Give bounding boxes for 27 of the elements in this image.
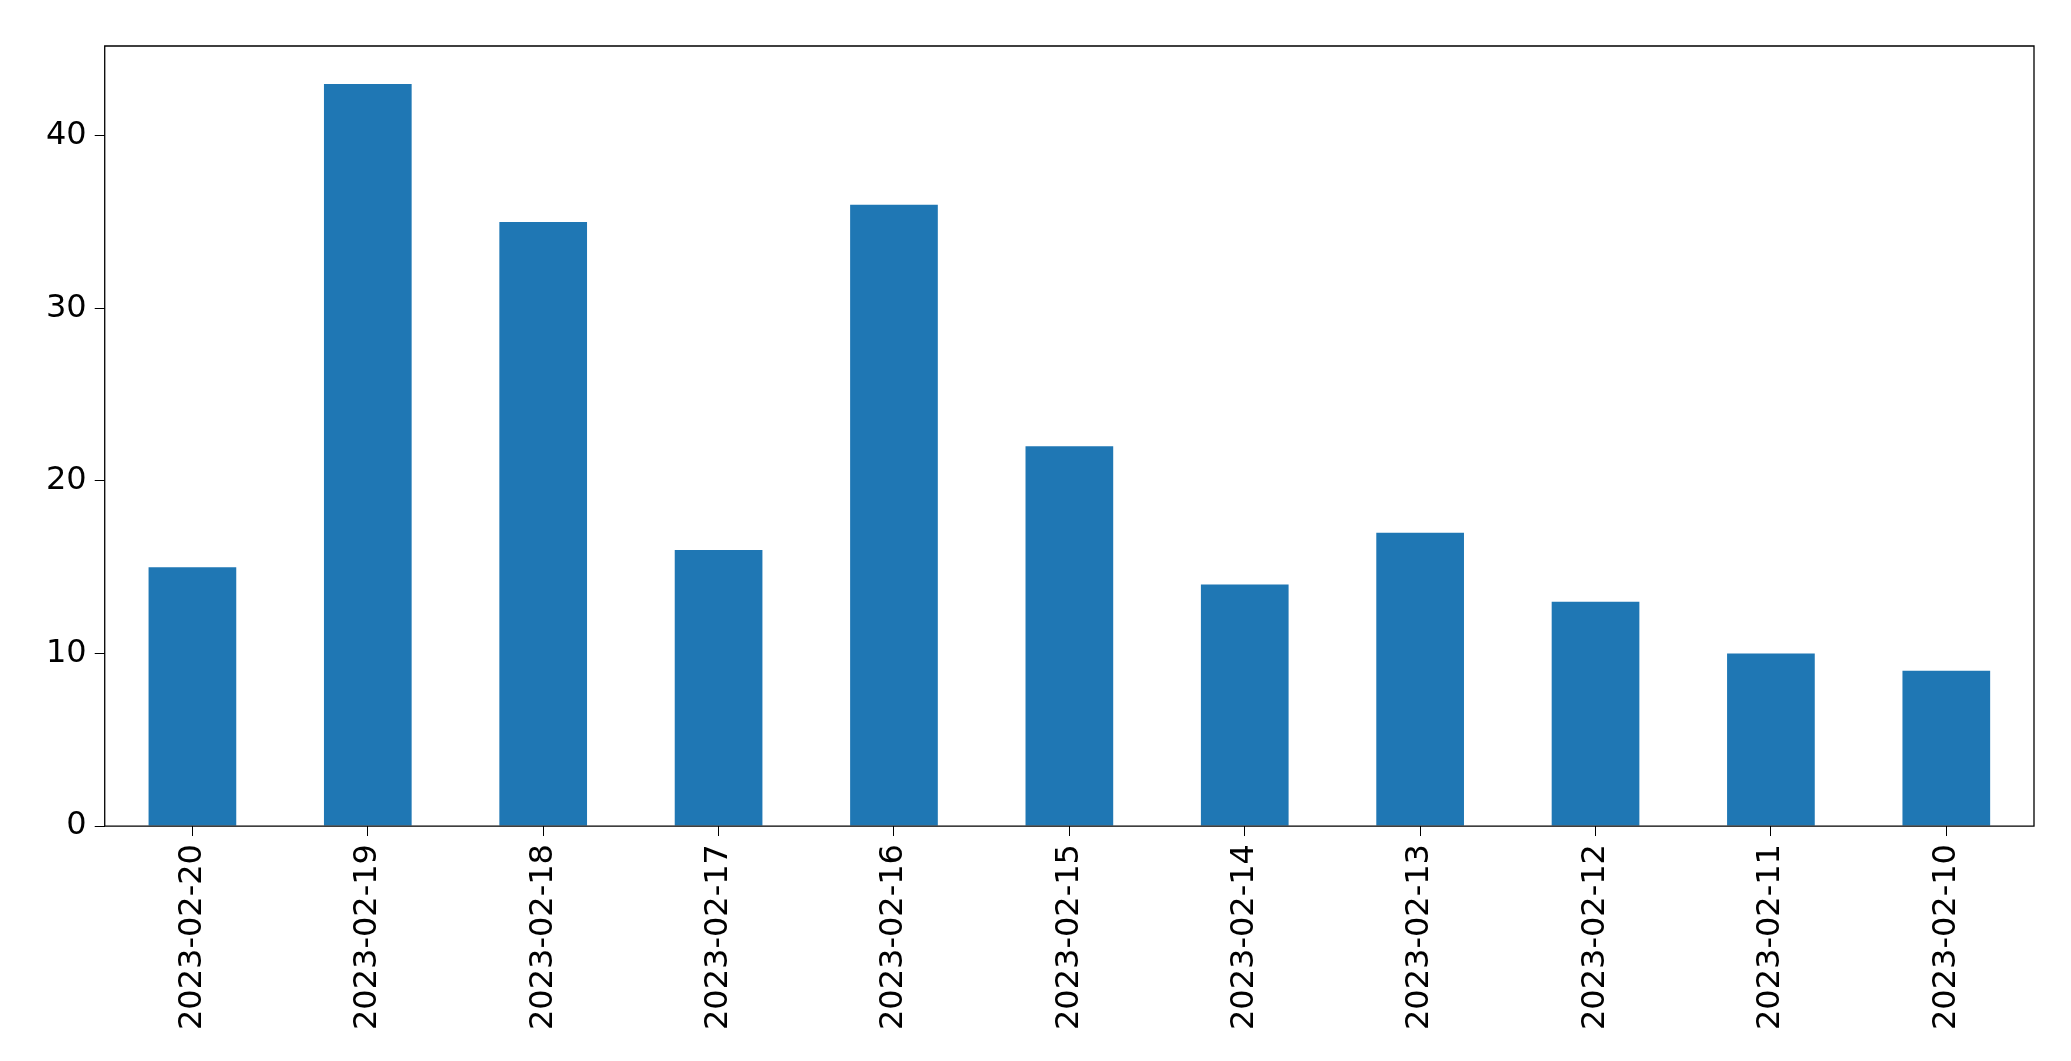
- x-tick-label: 2023-02-13: [1398, 844, 1437, 1030]
- bar: [1727, 653, 1815, 826]
- x-tick-label: 2023-02-18: [521, 844, 560, 1030]
- y-tick-label: 40: [46, 114, 87, 153]
- bar: [1551, 601, 1640, 826]
- bar: [323, 83, 412, 826]
- bar: [1376, 532, 1464, 826]
- bar: [1200, 584, 1289, 826]
- y-tick-label: 20: [46, 459, 87, 498]
- y-tick-label: 30: [46, 286, 87, 325]
- y-tick-label: 10: [46, 631, 87, 670]
- x-tick-label: 2023-02-16: [872, 844, 911, 1030]
- x-tick-label: 2023-02-12: [1573, 844, 1612, 1030]
- bar: [148, 567, 237, 826]
- x-tick-label: 2023-02-11: [1749, 844, 1788, 1030]
- bar: [674, 549, 763, 826]
- x-tick-label: 2023-02-17: [696, 844, 735, 1030]
- x-tick-label: 2023-02-20: [170, 844, 209, 1030]
- x-tick-label: 2023-02-19: [346, 844, 385, 1030]
- x-tick-label: 2023-02-10: [1924, 844, 1963, 1030]
- y-tick-label: 0: [66, 804, 87, 843]
- x-tick-label: 2023-02-14: [1223, 844, 1262, 1030]
- x-tick-label: 2023-02-15: [1047, 844, 1086, 1030]
- bar: [1025, 446, 1114, 826]
- bar: [850, 204, 938, 826]
- bar: [499, 222, 588, 826]
- bar: [1902, 670, 1991, 826]
